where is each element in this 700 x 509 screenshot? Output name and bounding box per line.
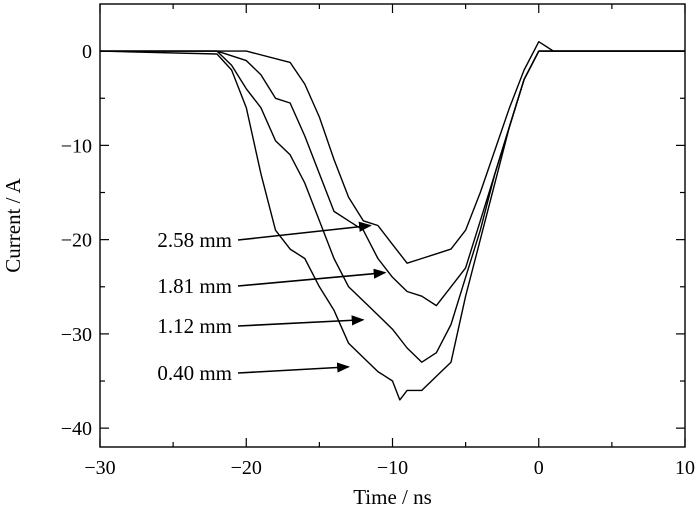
series-layer [99, 41, 685, 401]
x-tick-label: −10 [377, 457, 408, 479]
series-line-4 [99, 50, 685, 401]
annotation-label: 1.12 mm [157, 314, 232, 338]
x-axis-title: Time / ns [353, 485, 432, 509]
annotation-label: 2.58 mm [157, 228, 232, 252]
y-tick-label: −40 [61, 418, 92, 440]
annotation-arrow [237, 268, 387, 287]
x-tick-label: 10 [675, 457, 695, 479]
y-axis-title: Current / A [1, 177, 25, 272]
x-tick-label: −30 [84, 457, 115, 479]
axis-layer: −30 −20 −10 0 10 0 −10 −20 −30 −40 [61, 3, 695, 479]
series-line-1 [100, 41, 685, 264]
y-tick-label: −20 [61, 230, 92, 252]
annotation-arrow [237, 221, 372, 241]
annotation-label: 1.81 mm [157, 274, 232, 298]
y-tick-label: −30 [61, 324, 92, 346]
annotation-arrow [237, 362, 350, 374]
annotation-layer: 2.58 mm 1.81 mm 1.12 mm 0.40 mm [157, 221, 387, 385]
annotation-label: 0.40 mm [157, 361, 232, 385]
y-tick-label: −10 [61, 135, 92, 157]
series-line-2 [100, 50, 685, 307]
annotation-arrow [237, 315, 365, 327]
y-tick-label: 0 [82, 41, 92, 63]
x-tick-label: 0 [534, 457, 544, 479]
x-tick-label: −20 [231, 457, 262, 479]
